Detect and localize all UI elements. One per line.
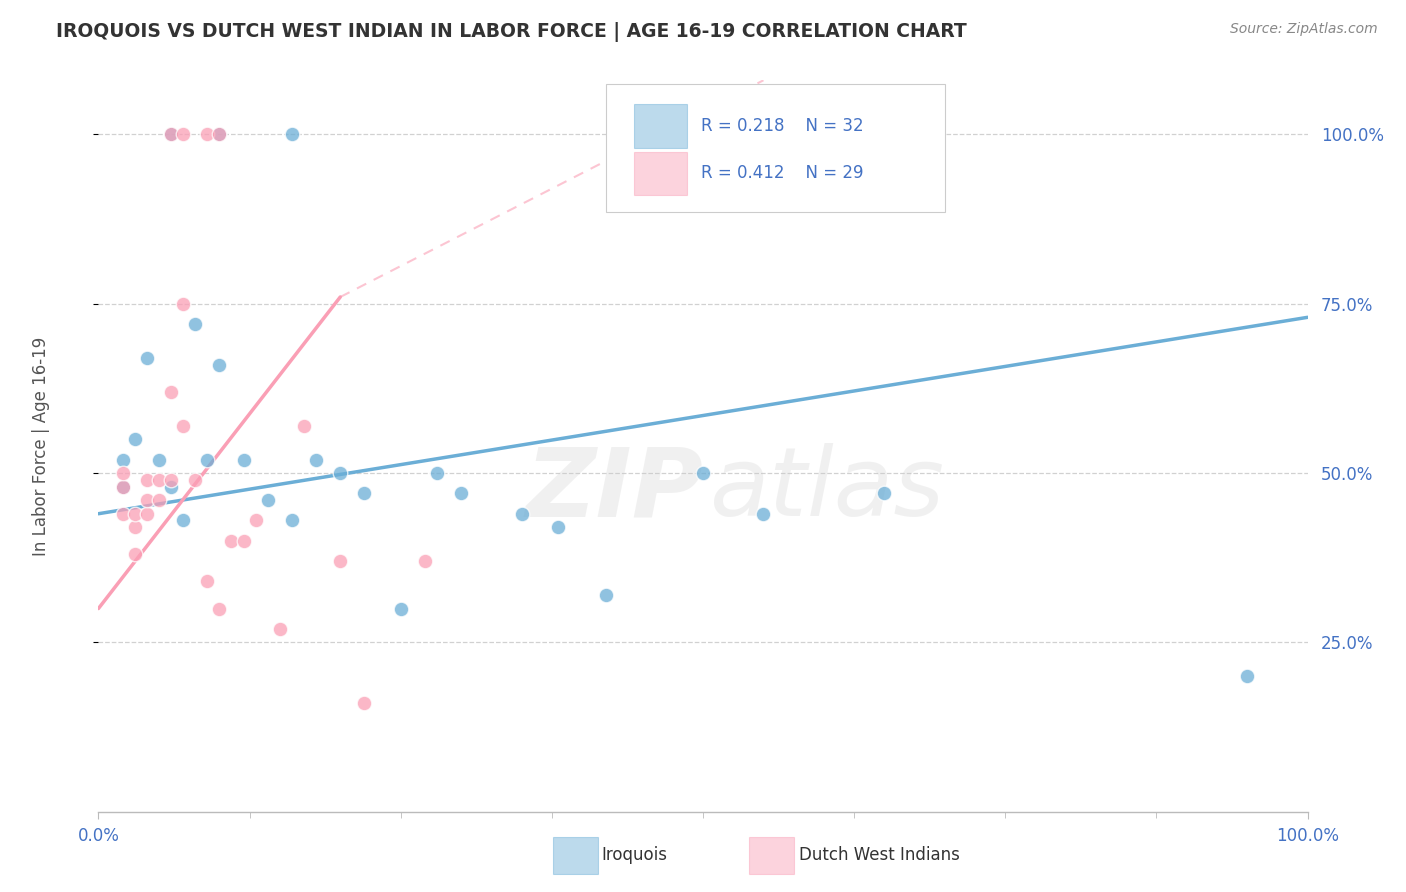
Point — [124, 432, 146, 446]
Point — [184, 317, 207, 331]
Point — [135, 507, 157, 521]
Point — [208, 128, 231, 142]
Text: Source: ZipAtlas.com: Source: ZipAtlas.com — [1230, 22, 1378, 37]
Point — [172, 418, 194, 433]
Point — [450, 486, 472, 500]
Point — [221, 533, 243, 548]
FancyBboxPatch shape — [634, 152, 688, 195]
Text: ZIP: ZIP — [524, 443, 703, 536]
Point — [692, 466, 714, 480]
Point — [547, 520, 569, 534]
FancyBboxPatch shape — [606, 84, 945, 212]
Point — [172, 297, 194, 311]
Point — [135, 351, 157, 365]
Point — [510, 507, 533, 521]
Y-axis label: In Labor Force | Age 16-19: In Labor Force | Age 16-19 — [32, 336, 51, 556]
Point — [111, 480, 134, 494]
Point — [111, 507, 134, 521]
Point — [172, 514, 194, 528]
Point — [269, 622, 291, 636]
Point — [208, 128, 231, 142]
Point — [232, 452, 254, 467]
Point — [148, 473, 170, 487]
Point — [353, 486, 375, 500]
Point — [256, 493, 278, 508]
Point — [245, 514, 267, 528]
Point — [124, 520, 146, 534]
Point — [111, 466, 134, 480]
Point — [148, 493, 170, 508]
Point — [426, 466, 449, 480]
Point — [195, 574, 218, 589]
Text: R = 0.218    N = 32: R = 0.218 N = 32 — [700, 117, 863, 135]
Point — [389, 601, 412, 615]
Text: R = 0.412    N = 29: R = 0.412 N = 29 — [700, 164, 863, 182]
Point — [353, 697, 375, 711]
Point — [160, 128, 183, 142]
Point — [160, 473, 183, 487]
Point — [124, 507, 146, 521]
Point — [135, 493, 157, 508]
Point — [135, 473, 157, 487]
Point — [329, 466, 352, 480]
Text: IROQUOIS VS DUTCH WEST INDIAN IN LABOR FORCE | AGE 16-19 CORRELATION CHART: IROQUOIS VS DUTCH WEST INDIAN IN LABOR F… — [56, 22, 967, 42]
Point — [1236, 669, 1258, 683]
Point — [111, 480, 134, 494]
Point — [195, 452, 218, 467]
Point — [873, 486, 896, 500]
Point — [413, 554, 436, 568]
Point — [329, 554, 352, 568]
Point — [124, 547, 146, 561]
Point — [208, 358, 231, 372]
Point — [595, 588, 617, 602]
Point — [752, 507, 775, 521]
Point — [305, 452, 328, 467]
Point — [208, 601, 231, 615]
Point — [281, 514, 304, 528]
Point — [160, 384, 183, 399]
Point — [111, 452, 134, 467]
Text: Iroquois: Iroquois — [602, 847, 668, 864]
Point — [195, 128, 218, 142]
Point — [184, 473, 207, 487]
Point — [160, 480, 183, 494]
Point — [172, 128, 194, 142]
Point — [148, 452, 170, 467]
Point — [281, 128, 304, 142]
Point — [232, 533, 254, 548]
Point — [292, 418, 315, 433]
Text: atlas: atlas — [709, 443, 943, 536]
FancyBboxPatch shape — [634, 104, 688, 147]
Text: Dutch West Indians: Dutch West Indians — [799, 847, 959, 864]
Point — [160, 128, 183, 142]
